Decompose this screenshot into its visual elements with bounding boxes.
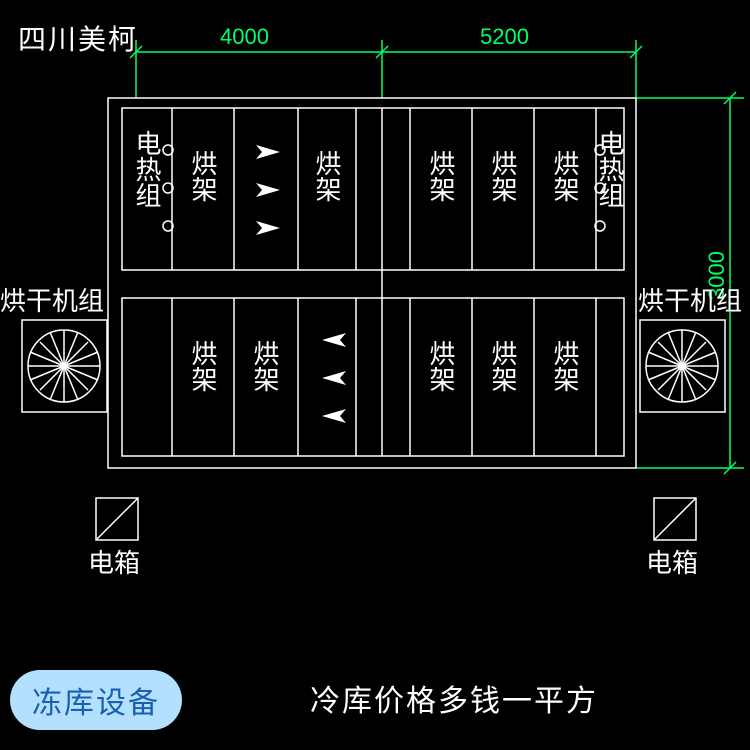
- rack-t2: 烘架: [312, 150, 342, 202]
- dryer-unit-left: 烘干机组: [0, 286, 107, 412]
- tag-equipment: 冻库设备: [10, 670, 182, 730]
- dim-width-left: 4000: [220, 24, 269, 49]
- rack-b5: 烘架: [550, 340, 580, 392]
- rack-b1: 烘架: [188, 340, 218, 392]
- dim-width-right: 5200: [480, 24, 529, 49]
- rack-t1: 烘架: [188, 150, 218, 202]
- arrows-bottom: [322, 333, 346, 423]
- electrical-box-right: 电箱: [646, 498, 698, 578]
- rack-t4: 烘架: [488, 150, 518, 202]
- floor-plan-diagram: 4000 5200 3000 电热组 电热组: [0, 0, 750, 750]
- dryer-unit-right: 烘干机组: [638, 286, 742, 412]
- dimension-right: 3000: [636, 92, 744, 474]
- rack-b3: 烘架: [426, 340, 456, 392]
- rack-b2: 烘架: [250, 340, 280, 392]
- watermark-text: 四川美柯: [18, 18, 138, 58]
- label-heating-left: 电热组: [132, 130, 162, 208]
- svg-text:烘干机组: 烘干机组: [638, 286, 742, 316]
- electrical-box-left: 电箱: [88, 498, 140, 578]
- svg-text:烘干机组: 烘干机组: [0, 286, 104, 316]
- dimension-top: 4000 5200: [130, 24, 642, 98]
- tag-price: 冷库价格多钱一平方: [310, 668, 598, 728]
- rack-b4: 烘架: [488, 340, 518, 392]
- svg-text:电箱: 电箱: [646, 548, 698, 578]
- label-heating-right: 电热组: [595, 130, 625, 208]
- arrows-top: [256, 145, 280, 235]
- rack-t5: 烘架: [550, 150, 580, 202]
- svg-text:电箱: 电箱: [88, 548, 140, 578]
- rack-t3: 烘架: [426, 150, 456, 202]
